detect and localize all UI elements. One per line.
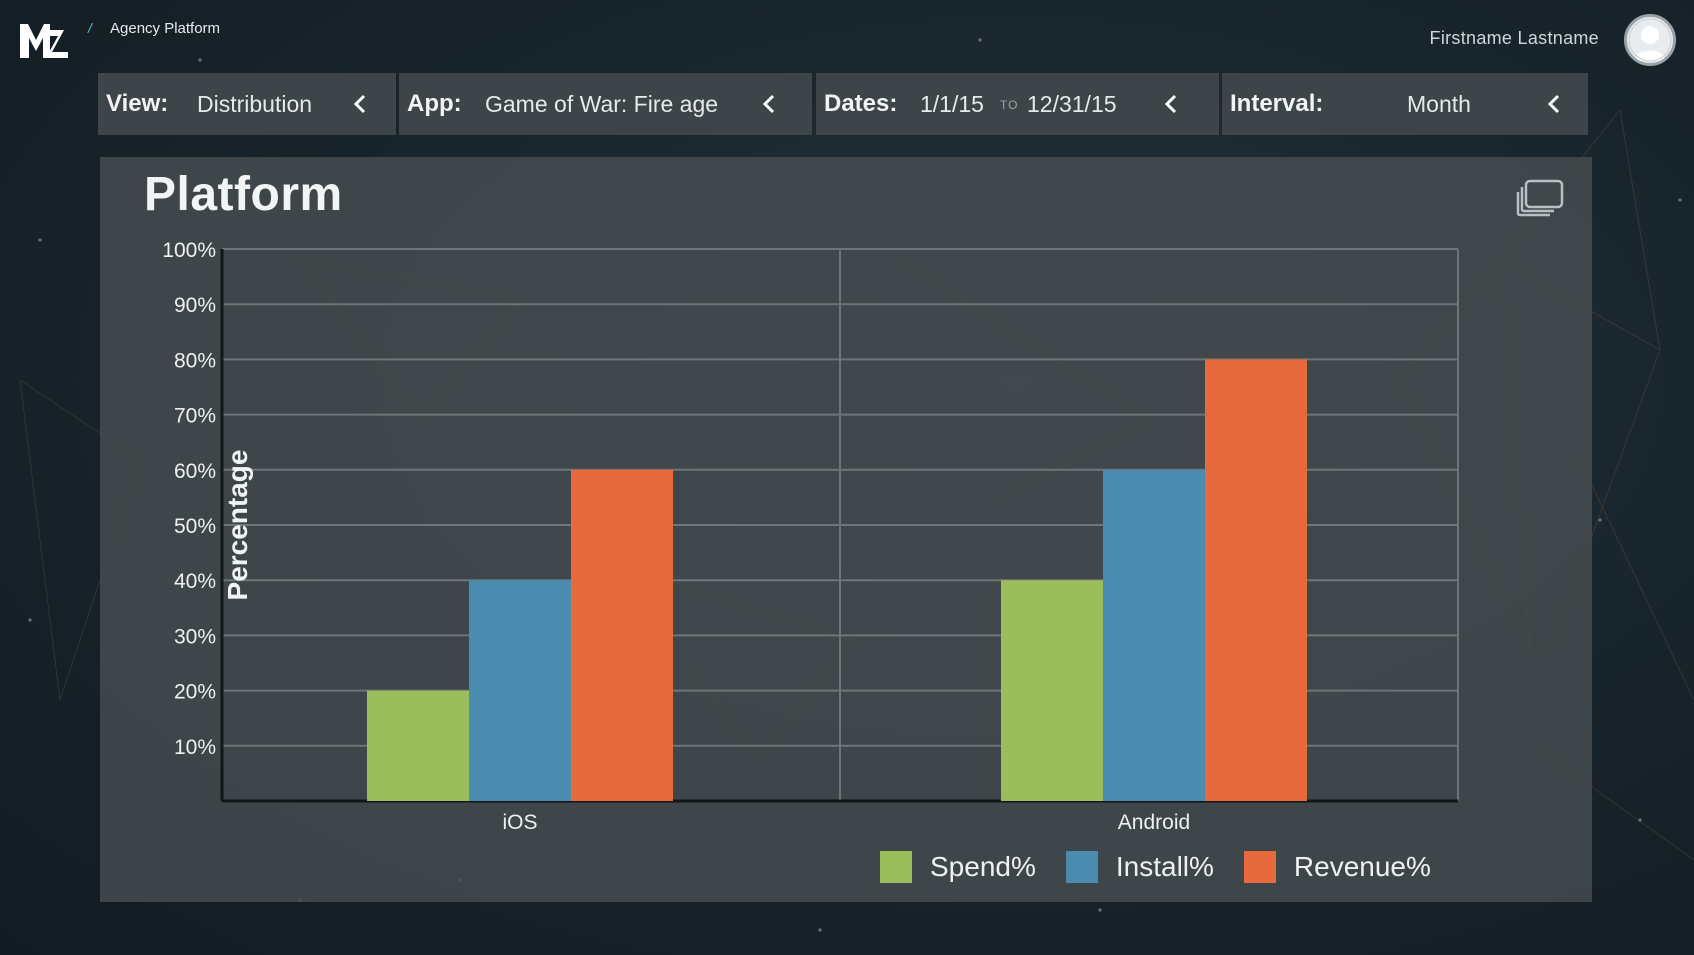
platform-chart-card: 10% 20% 30% 40% 50% 60% 70% 80% 90% 100% Percentag… [100,157,1592,902]
y-axis-label: Percentage [222,450,253,601]
y-tick-label: 10% [174,736,216,759]
avatar-icon [1628,18,1672,62]
mz-logo-icon[interactable] [18,18,76,62]
avatar[interactable] [1624,14,1676,66]
legend-swatch [1065,851,1098,883]
bar-spend[interactable] [1001,580,1103,801]
app-filter-value: Game of War: Fire age [485,90,719,117]
y-tick-label: 100% [162,239,216,262]
legend-label: Spend% [930,851,1036,882]
network-node [1638,818,1642,822]
y-tick-label: 20% [174,681,216,704]
interval-filter-label: Interval: [1230,90,1324,117]
interval-filter[interactable]: Interval: Month [1222,73,1588,135]
y-tick-label: 60% [174,460,216,483]
network-line [1579,459,1694,701]
network-line [19,379,61,701]
bar-install[interactable] [469,580,571,801]
y-tick-label: 40% [174,570,216,593]
expand-icon[interactable] [1514,177,1566,219]
bar-install[interactable] [1103,469,1205,801]
network-node [1098,908,1102,912]
app-filter[interactable]: App: Game of War: Fire age [399,73,812,135]
network-node [978,38,982,42]
network-node [38,238,42,242]
interval-filter-value: Month [1407,90,1471,117]
bar-revenue[interactable] [571,469,673,801]
dates-end[interactable]: 12/31/15 [1027,90,1117,117]
card-title: Platform [144,168,343,221]
bar-spend[interactable] [367,690,469,801]
network-line [1619,109,1661,351]
user-name[interactable]: Firstname Lastname [1429,28,1599,48]
network-node [28,618,32,622]
dates-to-label: TO [1000,98,1019,112]
chart-legend: Spend% Install% Revenue% [880,847,1461,887]
legend-item[interactable]: Install% [1065,851,1214,883]
view-filter[interactable]: View: Distribution [98,73,396,135]
y-tick-label: 70% [174,405,216,428]
x-tick-label: Android [1118,811,1190,834]
chevron-left-icon[interactable] [1163,93,1179,115]
chevron-left-icon[interactable] [352,93,368,115]
y-tick-label: 80% [174,349,216,372]
x-tick-label: iOS [502,811,537,834]
bar-revenue[interactable] [1205,359,1307,801]
network-node [818,928,822,932]
dates-start[interactable]: 1/1/15 [920,90,984,117]
legend-item[interactable]: Revenue% [1243,851,1431,883]
platform-bar-chart: 10% 20% 30% 40% 50% 60% 70% 80% 90% 100% Percentag… [162,239,1459,834]
legend-label: Revenue% [1293,851,1431,882]
y-tick-label: 90% [174,294,216,317]
dates-filter-label: Dates: [824,90,898,117]
dates-filter[interactable]: Dates: 1/1/15 TO 12/31/15 [816,73,1219,135]
legend-label: Install% [1115,851,1214,882]
network-node [198,58,202,62]
chevron-left-icon[interactable] [761,93,777,115]
breadcrumb[interactable]: Agency Platform [110,20,221,37]
app-filter-label: App: [407,90,462,117]
view-filter-value: Distribution [197,90,313,117]
network-node [1678,198,1682,202]
y-tick-label: 50% [174,515,216,538]
legend-swatch [1243,851,1276,883]
view-filter-label: View: [106,90,169,117]
breadcrumb-separator: / [88,20,92,36]
network-node [1598,518,1602,522]
y-tick-label: 30% [174,625,216,648]
legend-swatch [880,851,912,883]
chevron-left-icon[interactable] [1546,93,1562,115]
legend-item[interactable]: Spend% [880,851,1036,883]
